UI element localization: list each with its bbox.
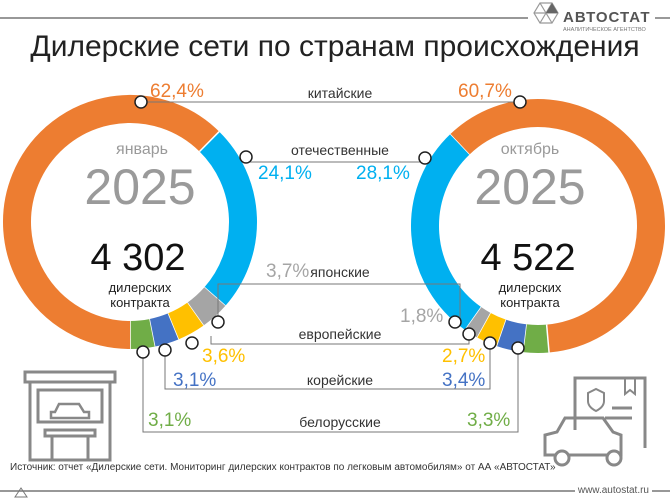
left-segment-separator — [166, 313, 180, 340]
left-unit-line1: дилерских — [108, 280, 172, 295]
left-year: 2025 — [84, 159, 196, 215]
label-japanese: японские — [310, 264, 370, 280]
left-pct-japanese: 3,7% — [266, 261, 310, 282]
left-donut-segment-belarusian — [129, 319, 155, 349]
right-year: 2025 — [474, 159, 586, 215]
segment-markers — [134, 95, 527, 359]
right-donut-segment-korean — [496, 319, 527, 353]
car-document-icon — [543, 376, 647, 467]
left-pct-domestic: 24,1% — [258, 163, 312, 184]
source-note: Источник: отчет «Дилерские сети. Монитор… — [10, 462, 556, 473]
left-donut-segment-domestic — [199, 131, 257, 306]
right-pct-domestic: 28,1% — [356, 163, 410, 184]
label-domestic: отечественные — [291, 142, 389, 158]
logo: АВТОСТАТ АНАЛИТИЧЕСКОЕ АГЕНТСТВО — [563, 9, 651, 33]
left-month: январь — [116, 141, 168, 158]
right-donut-segment-european — [476, 312, 506, 346]
right-donut-segment-domestic — [411, 133, 482, 330]
left-donut-segment-european — [167, 302, 204, 340]
right-donut-segment-japanese — [464, 306, 491, 338]
website-link[interactable]: www.autostat.ru — [574, 486, 652, 496]
logo-tagline: АНАЛИТИЧЕСКОЕ АГЕНТСТВО — [563, 26, 646, 33]
right-pct-belarusian: 3,3% — [467, 410, 511, 431]
right-pct-korean: 3,4% — [442, 370, 486, 391]
left-donut-segment-japanese — [186, 287, 226, 326]
right-unit-line1: дилерских — [498, 280, 562, 295]
right-unit-line2: контракта — [500, 295, 560, 310]
left-pct-chinese: 62,4% — [150, 81, 204, 102]
label-chinese: китайские — [307, 85, 373, 101]
left-segment-separator — [198, 131, 220, 153]
right-pct-japanese: 1,8% — [400, 306, 444, 327]
left-unit: дилерских контракта — [109, 280, 172, 310]
left-donut-segment-korean — [148, 313, 179, 347]
page-title: Дилерские сети по странам происхождения — [30, 30, 640, 63]
left-pct-european: 3,6% — [202, 346, 246, 367]
logo-icon — [533, 2, 559, 24]
right-donut-segment-chinese — [450, 99, 665, 353]
right-segment-separator — [545, 324, 550, 353]
left-count: 4 302 — [90, 237, 186, 279]
right-month: октябрь — [500, 141, 560, 158]
dealership-icon — [23, 370, 117, 462]
left-donut-segment-chinese — [3, 95, 220, 349]
right-pct-european: 2,7% — [442, 346, 486, 367]
right-count: 4 522 — [480, 237, 576, 279]
right-unit: дилерских контракта — [499, 280, 562, 310]
footer-logo-icon — [14, 487, 28, 498]
right-pct-chinese: 60,7% — [458, 81, 512, 102]
left-pct-belarusian: 3,1% — [148, 410, 192, 431]
label-belarusian: белорусские — [299, 414, 381, 430]
right-donut-segment-belarusian — [522, 324, 550, 353]
logo-name: АВТОСТАТ — [563, 9, 651, 26]
label-korean: корейские — [306, 372, 374, 388]
left-unit-line2: контракта — [110, 295, 170, 310]
left-pct-korean: 3,1% — [173, 370, 217, 391]
label-european: европейские — [298, 326, 382, 342]
